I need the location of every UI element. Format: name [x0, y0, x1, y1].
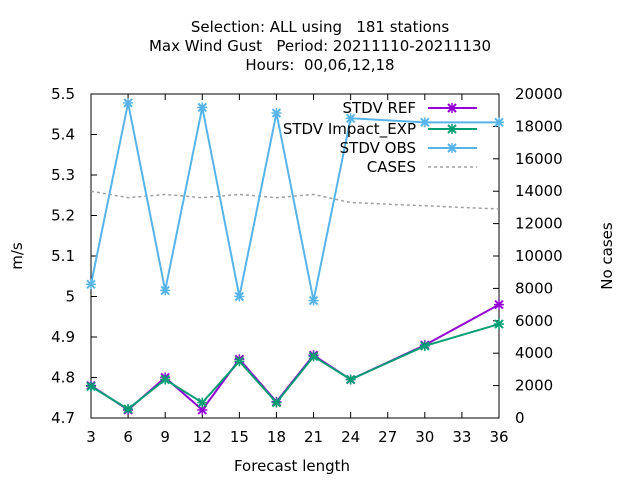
- series-line: [90, 303, 500, 412]
- data-point: [419, 340, 430, 351]
- data-point: [447, 143, 457, 153]
- y2-tick-label: 4000: [515, 344, 553, 362]
- data-point: [447, 103, 457, 113]
- y-tick-label: 4.9: [51, 328, 75, 346]
- data-point: [419, 117, 430, 128]
- legend-label: CASES: [367, 158, 416, 176]
- title-line-2: Max Wind Gust Period: 20211110-20211130: [148, 37, 492, 55]
- series-stdv-obs: [86, 97, 504, 306]
- y2-tick-label: 8000: [515, 279, 553, 297]
- y2-tick-label: 6000: [515, 312, 553, 330]
- series-stdv-ref: [86, 299, 504, 415]
- y2-tick-label: 12000: [515, 215, 563, 233]
- data-point: [86, 279, 96, 290]
- data-point: [271, 108, 282, 119]
- x-tick-label: 3: [86, 428, 96, 446]
- x-tick-label: 27: [378, 428, 397, 446]
- legend-label: STDV REF: [342, 99, 416, 117]
- y2-tick-label: 14000: [515, 182, 563, 200]
- data-point: [494, 117, 504, 128]
- x-tick-label: 24: [341, 428, 360, 446]
- data-point: [197, 397, 208, 408]
- plot-border: [90, 93, 500, 419]
- y-tick-label: 5.2: [51, 207, 75, 225]
- x-tick-label: 30: [415, 428, 434, 446]
- y2-tick-label: 10000: [515, 247, 563, 265]
- series-line: [90, 323, 500, 411]
- legend-entry: CASES: [367, 158, 477, 176]
- y-tick-label: 5.4: [51, 126, 75, 144]
- y-tick-label: 5: [65, 288, 75, 306]
- legend-entry: STDV Impact_EXP: [283, 120, 477, 139]
- data-point: [345, 374, 356, 385]
- series-stdv-impact-exp: [86, 319, 504, 415]
- data-point: [494, 299, 504, 310]
- y2-tick-label: 2000: [515, 377, 553, 395]
- y-tick-label: 5.3: [51, 166, 75, 184]
- data-point: [197, 102, 208, 113]
- y2-tick-label: 0: [515, 409, 525, 427]
- title-line-3: Hours: 00,06,12,18: [245, 56, 395, 74]
- legend-entry: STDV OBS: [340, 139, 477, 157]
- data-point: [447, 124, 457, 134]
- x-tick-label: 15: [230, 428, 249, 446]
- title-line-1: Selection: ALL using 181 stations: [190, 18, 450, 36]
- series-line: [90, 190, 500, 210]
- data-point: [308, 295, 319, 306]
- y-tick-label: 5.1: [51, 247, 75, 265]
- y-tick-label: 4.8: [51, 369, 75, 387]
- data-point: [160, 285, 171, 296]
- y2-tick-label: 16000: [515, 150, 563, 168]
- data-point: [123, 97, 134, 108]
- data-point: [123, 404, 134, 415]
- data-point: [345, 113, 356, 124]
- legend-entry: STDV REF: [342, 99, 477, 117]
- data-point: [494, 319, 504, 330]
- x-tick-label: 9: [160, 428, 170, 446]
- x-tick-label: 21: [304, 428, 323, 446]
- legend-label: STDV OBS: [340, 139, 416, 157]
- y2-axis-label: No cases: [598, 222, 616, 290]
- legend-label: STDV Impact_EXP: [283, 120, 416, 139]
- series-line: [90, 102, 499, 301]
- y2-tick-label: 18000: [515, 117, 563, 135]
- x-tick-label: 36: [489, 428, 508, 446]
- data-point: [271, 397, 282, 408]
- x-axis-label: Forecast length: [234, 457, 350, 475]
- data-point: [160, 374, 171, 385]
- data-point: [308, 351, 319, 362]
- y2-tick-label: 20000: [515, 85, 563, 103]
- series-layer: [86, 97, 504, 415]
- series-cases: [90, 190, 500, 210]
- data-point: [86, 381, 96, 392]
- x-tick-label: 6: [123, 428, 133, 446]
- y-tick-label: 5.5: [51, 85, 75, 103]
- data-point: [234, 291, 245, 302]
- y-axis-label: m/s: [8, 242, 26, 270]
- data-point: [234, 356, 245, 367]
- x-tick-label: 12: [193, 428, 212, 446]
- axes-layer: 3 6 9 12 15 18 21 24 27 30 33 364.74.84.955.15.25.3…: [51, 85, 563, 446]
- x-tick-label: 18: [267, 428, 286, 446]
- y-tick-label: 4.7: [51, 409, 75, 427]
- x-tick-label: 33: [452, 428, 471, 446]
